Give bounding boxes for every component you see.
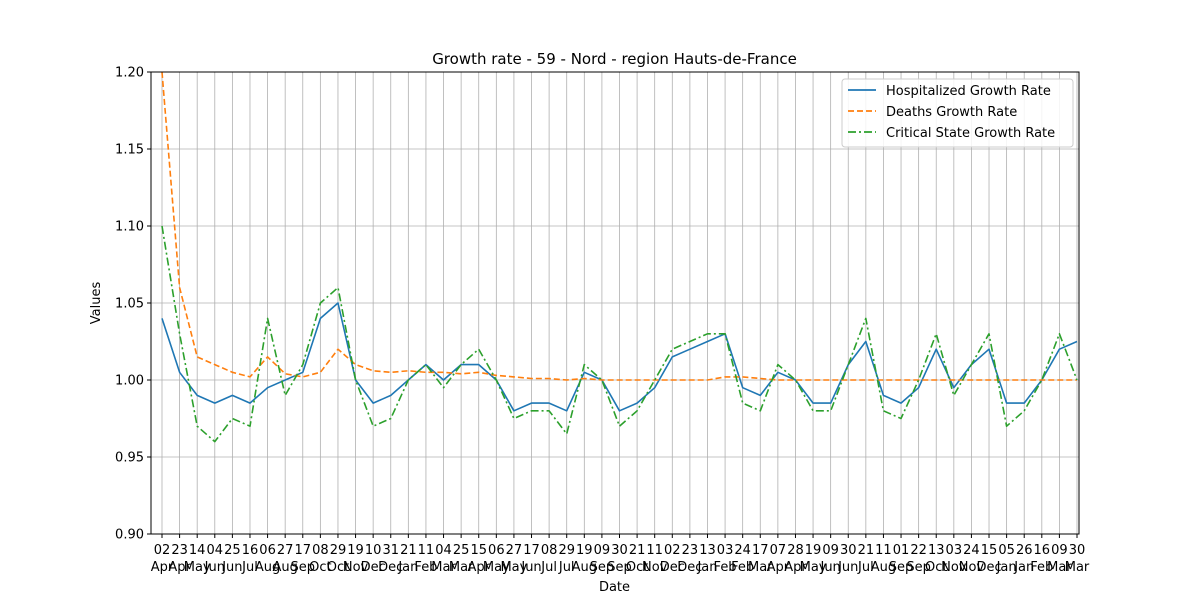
x-tick-day-label: 23 xyxy=(171,543,188,558)
x-tick-day-label: 17 xyxy=(523,543,540,558)
x-tick-month-label: Mar xyxy=(1065,560,1090,575)
x-tick-day-label: 05 xyxy=(998,543,1015,558)
x-tick-day-label: 04 xyxy=(435,543,452,558)
x-tick-day-label: 31 xyxy=(382,543,399,558)
x-tick-day-label: 06 xyxy=(488,543,505,558)
x-tick-day-label: 21 xyxy=(629,543,646,558)
x-tick-month-label: Jul xyxy=(540,560,557,575)
legend-label-deaths: Deaths Growth Rate xyxy=(886,105,1017,120)
x-tick-day-label: 30 xyxy=(840,543,857,558)
y-tick-label: 1.10 xyxy=(115,220,144,235)
x-tick-day-label: 13 xyxy=(699,543,716,558)
x-tick-month-label: Jun xyxy=(837,560,858,575)
x-tick-day-label: 14 xyxy=(189,543,206,558)
x-tick-day-label: 24 xyxy=(963,543,980,558)
x-tick-day-label: 28 xyxy=(787,543,804,558)
y-tick-label: 1.15 xyxy=(115,143,144,158)
x-tick-day-label: 30 xyxy=(1069,543,1086,558)
x-axis-label: Date xyxy=(599,580,630,595)
y-tick-label: 0.90 xyxy=(115,528,144,543)
x-tick-day-label: 17 xyxy=(752,543,769,558)
x-tick-day-label: 08 xyxy=(312,543,329,558)
x-tick-day-label: 16 xyxy=(1034,543,1051,558)
chart-title: Growth rate - 59 - Nord - region Hauts-d… xyxy=(432,50,797,68)
x-tick-day-label: 27 xyxy=(277,543,294,558)
x-tick-day-label: 10 xyxy=(365,543,382,558)
x-tick-month-label: Jun xyxy=(221,560,242,575)
x-tick-day-label: 09 xyxy=(822,543,839,558)
x-tick-day-label: 11 xyxy=(418,543,435,558)
x-tick-day-label: 26 xyxy=(1016,543,1033,558)
x-tick-day-label: 21 xyxy=(858,543,875,558)
x-tick-day-label: 07 xyxy=(770,543,787,558)
y-tick-label: 1.00 xyxy=(115,374,144,389)
x-tick-day-label: 06 xyxy=(259,543,276,558)
x-axis: 02Apr23Apr14May04Jun25Jun16Jul06Aug27Aug… xyxy=(151,534,1090,575)
x-tick-day-label: 29 xyxy=(558,543,575,558)
chart-figure: Growth rate - 59 - Nord - region Hauts-d… xyxy=(0,0,1200,600)
x-tick-day-label: 25 xyxy=(224,543,241,558)
y-tick-label: 1.20 xyxy=(115,66,144,81)
x-tick-day-label: 23 xyxy=(682,543,699,558)
x-tick-day-label: 11 xyxy=(875,543,892,558)
x-tick-day-label: 15 xyxy=(981,543,998,558)
x-tick-day-label: 17 xyxy=(294,543,311,558)
legend-label-hospitalized: Hospitalized Growth Rate xyxy=(886,84,1051,99)
x-tick-day-label: 24 xyxy=(734,543,751,558)
x-tick-day-label: 27 xyxy=(506,543,523,558)
x-tick-day-label: 22 xyxy=(910,543,927,558)
x-tick-day-label: 09 xyxy=(594,543,611,558)
x-tick-day-label: 03 xyxy=(717,543,734,558)
x-tick-day-label: 19 xyxy=(576,543,593,558)
x-tick-day-label: 15 xyxy=(470,543,487,558)
x-tick-day-label: 30 xyxy=(611,543,628,558)
x-tick-day-label: 29 xyxy=(330,543,347,558)
y-axis-label: Values xyxy=(89,282,104,325)
x-tick-day-label: 02 xyxy=(664,543,681,558)
x-tick-day-label: 09 xyxy=(1051,543,1068,558)
x-tick-month-label: Jun xyxy=(520,560,541,575)
chart-legend: Hospitalized Growth Rate Deaths Growth R… xyxy=(842,79,1073,147)
x-tick-day-label: 02 xyxy=(154,543,171,558)
x-tick-day-label: 21 xyxy=(400,543,417,558)
y-axis: 0.90 0.95 1.00 1.05 1.10 1.15 1.20 xyxy=(115,66,151,543)
x-tick-day-label: 08 xyxy=(541,543,558,558)
legend-label-critical: Critical State Growth Rate xyxy=(886,126,1055,141)
x-tick-day-label: 03 xyxy=(946,543,963,558)
x-tick-day-label: 19 xyxy=(805,543,822,558)
x-tick-day-label: 11 xyxy=(646,543,663,558)
y-tick-label: 0.95 xyxy=(115,451,144,466)
x-tick-day-label: 04 xyxy=(207,543,224,558)
x-tick-day-label: 01 xyxy=(893,543,910,558)
x-tick-day-label: 19 xyxy=(347,543,364,558)
line-chart: Growth rate - 59 - Nord - region Hauts-d… xyxy=(0,0,1200,600)
y-tick-label: 1.05 xyxy=(115,297,144,312)
x-tick-day-label: 13 xyxy=(928,543,945,558)
x-tick-day-label: 16 xyxy=(242,543,259,558)
x-tick-day-label: 25 xyxy=(453,543,470,558)
